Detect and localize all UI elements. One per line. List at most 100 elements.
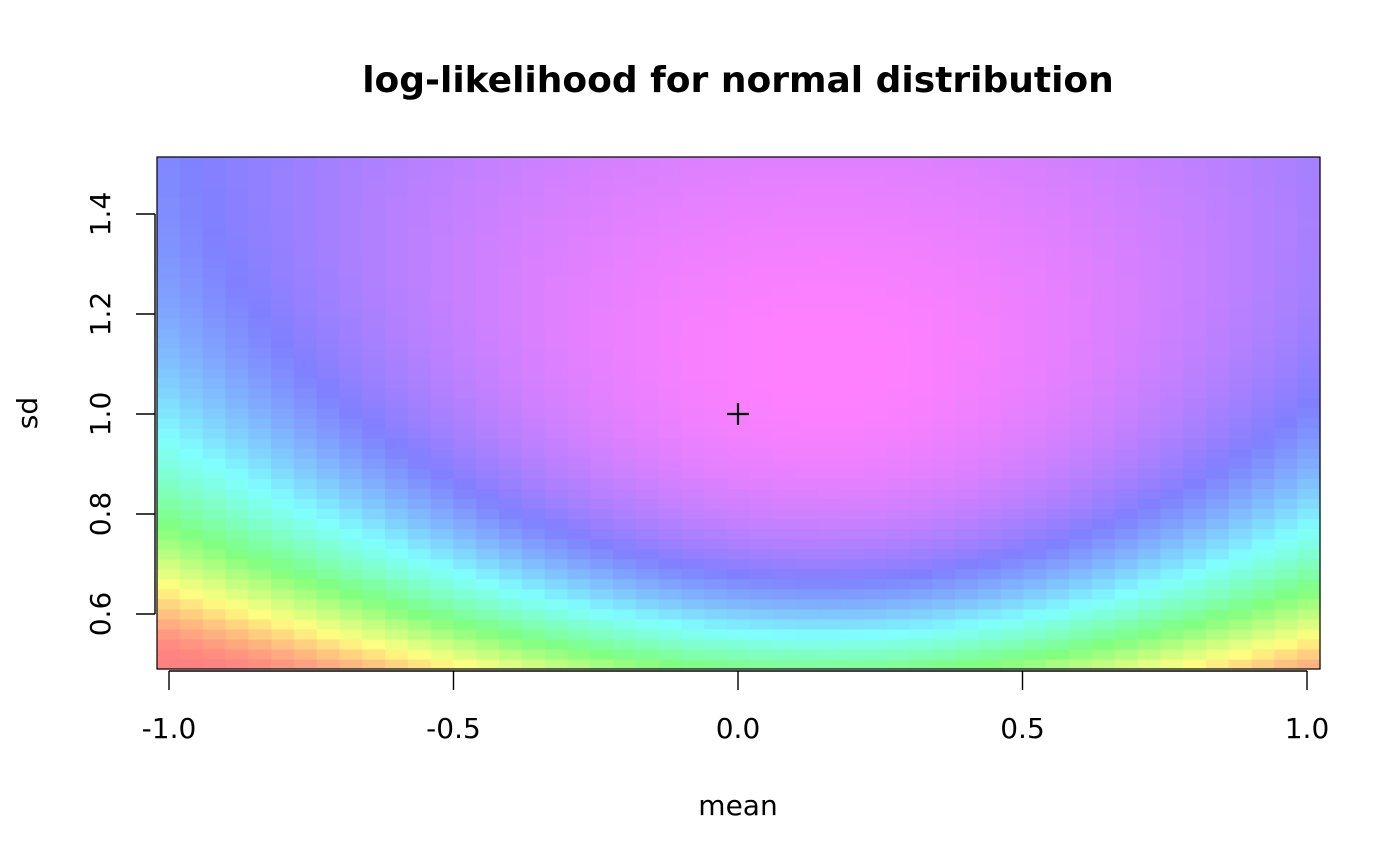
heatmap-cell bbox=[955, 387, 979, 399]
heatmap-cell bbox=[1091, 317, 1116, 329]
heatmap-cell bbox=[1297, 237, 1321, 248]
heatmap-cell bbox=[544, 468, 569, 479]
heatmap-cell bbox=[544, 448, 569, 459]
heatmap-cell bbox=[681, 548, 705, 560]
heatmap-cell bbox=[590, 227, 614, 238]
heatmap-cell bbox=[1205, 448, 1230, 459]
heatmap-cell bbox=[681, 157, 705, 168]
heatmap-cell bbox=[407, 658, 432, 670]
heatmap-cell bbox=[841, 317, 865, 329]
heatmap-cell bbox=[613, 578, 637, 590]
heatmap-cell bbox=[795, 458, 819, 469]
heatmap-cell bbox=[567, 337, 591, 349]
heatmap-cell bbox=[521, 638, 546, 650]
heatmap-cell bbox=[157, 217, 181, 228]
heatmap-cell bbox=[521, 397, 546, 409]
heatmap-cell bbox=[1023, 367, 1047, 379]
heatmap-cell bbox=[339, 347, 363, 359]
heatmap-cell bbox=[385, 438, 409, 449]
heatmap-cell bbox=[886, 608, 911, 620]
heatmap-cell bbox=[1069, 187, 1093, 198]
heatmap-cell bbox=[772, 448, 797, 459]
heatmap-cell bbox=[1183, 217, 1207, 228]
heatmap-cell bbox=[225, 287, 249, 299]
heatmap-cell bbox=[658, 598, 683, 610]
heatmap-cell bbox=[1297, 488, 1321, 499]
heatmap-cell bbox=[658, 448, 683, 459]
heatmap-cell bbox=[430, 157, 455, 168]
heatmap-cell bbox=[1046, 518, 1070, 530]
heatmap-cell bbox=[476, 468, 500, 479]
heatmap-cell bbox=[635, 658, 660, 670]
heatmap-cell bbox=[567, 658, 591, 670]
heatmap-cell bbox=[886, 257, 911, 269]
heatmap-cell bbox=[1183, 377, 1207, 389]
heatmap-cell bbox=[1274, 327, 1298, 339]
heatmap-cell bbox=[271, 387, 295, 399]
heatmap-cell bbox=[1069, 307, 1093, 319]
heatmap-cell bbox=[1114, 658, 1139, 670]
heatmap-cell bbox=[749, 327, 774, 339]
heatmap-cell bbox=[909, 327, 933, 339]
heatmap-cell bbox=[1046, 598, 1070, 610]
heatmap-cell bbox=[1091, 428, 1116, 439]
heatmap-cell bbox=[179, 207, 204, 218]
heatmap-cell bbox=[635, 648, 660, 660]
heatmap-cell bbox=[977, 357, 1002, 369]
heatmap-cell bbox=[1160, 498, 1184, 509]
heatmap-cell bbox=[385, 377, 409, 389]
heatmap-cell bbox=[202, 458, 227, 469]
heatmap-cell bbox=[293, 618, 318, 630]
heatmap-cell bbox=[453, 307, 477, 319]
heatmap-cell bbox=[567, 407, 591, 419]
heatmap-cell bbox=[385, 187, 409, 198]
heatmap-cell bbox=[841, 277, 865, 289]
heatmap-cell bbox=[1205, 478, 1230, 489]
heatmap-cell bbox=[202, 638, 227, 650]
heatmap-cell bbox=[863, 367, 888, 379]
heatmap-cell bbox=[339, 337, 363, 349]
heatmap-cell bbox=[430, 628, 455, 640]
heatmap-cell bbox=[544, 428, 569, 439]
y-tick-label: 0.8 bbox=[84, 492, 117, 537]
heatmap-cell bbox=[749, 317, 774, 329]
heatmap-cell bbox=[727, 608, 751, 620]
heatmap-cell bbox=[1137, 207, 1161, 218]
heatmap-cell bbox=[932, 297, 956, 309]
heatmap-cell bbox=[955, 508, 979, 520]
heatmap-cell bbox=[1046, 428, 1070, 439]
heatmap-cell bbox=[1274, 237, 1298, 248]
heatmap-cell bbox=[1069, 588, 1093, 600]
heatmap-cell bbox=[932, 588, 956, 600]
heatmap-cell bbox=[977, 538, 1002, 550]
heatmap-cell bbox=[453, 397, 477, 409]
heatmap-cell bbox=[863, 468, 888, 479]
heatmap-cell bbox=[362, 658, 386, 670]
heatmap-cell bbox=[1114, 538, 1139, 550]
heatmap-cell bbox=[1297, 498, 1321, 509]
heatmap-cell bbox=[476, 287, 500, 299]
heatmap-cell bbox=[1046, 217, 1070, 228]
heatmap-cell bbox=[909, 227, 933, 238]
heatmap-cell bbox=[704, 548, 728, 560]
heatmap-cell bbox=[453, 658, 477, 670]
heatmap-cell bbox=[430, 638, 455, 650]
heatmap-cell bbox=[430, 458, 455, 469]
heatmap-cell bbox=[841, 257, 865, 269]
heatmap-cell bbox=[977, 347, 1002, 359]
heatmap-cell bbox=[613, 307, 637, 319]
heatmap-cell bbox=[339, 317, 363, 329]
heatmap-cell bbox=[772, 538, 797, 550]
heatmap-cell bbox=[271, 578, 295, 590]
heatmap-cell bbox=[1160, 558, 1184, 570]
heatmap-cell bbox=[567, 518, 591, 530]
heatmap-cell bbox=[430, 327, 455, 339]
heatmap-cell bbox=[1046, 548, 1070, 560]
heatmap-cell bbox=[339, 407, 363, 419]
heatmap-cell bbox=[635, 347, 660, 359]
heatmap-cell bbox=[1183, 588, 1207, 600]
heatmap-cell bbox=[407, 297, 432, 309]
heatmap-cell bbox=[225, 247, 249, 258]
heatmap-cell bbox=[1160, 538, 1184, 550]
heatmap-cell bbox=[567, 207, 591, 218]
